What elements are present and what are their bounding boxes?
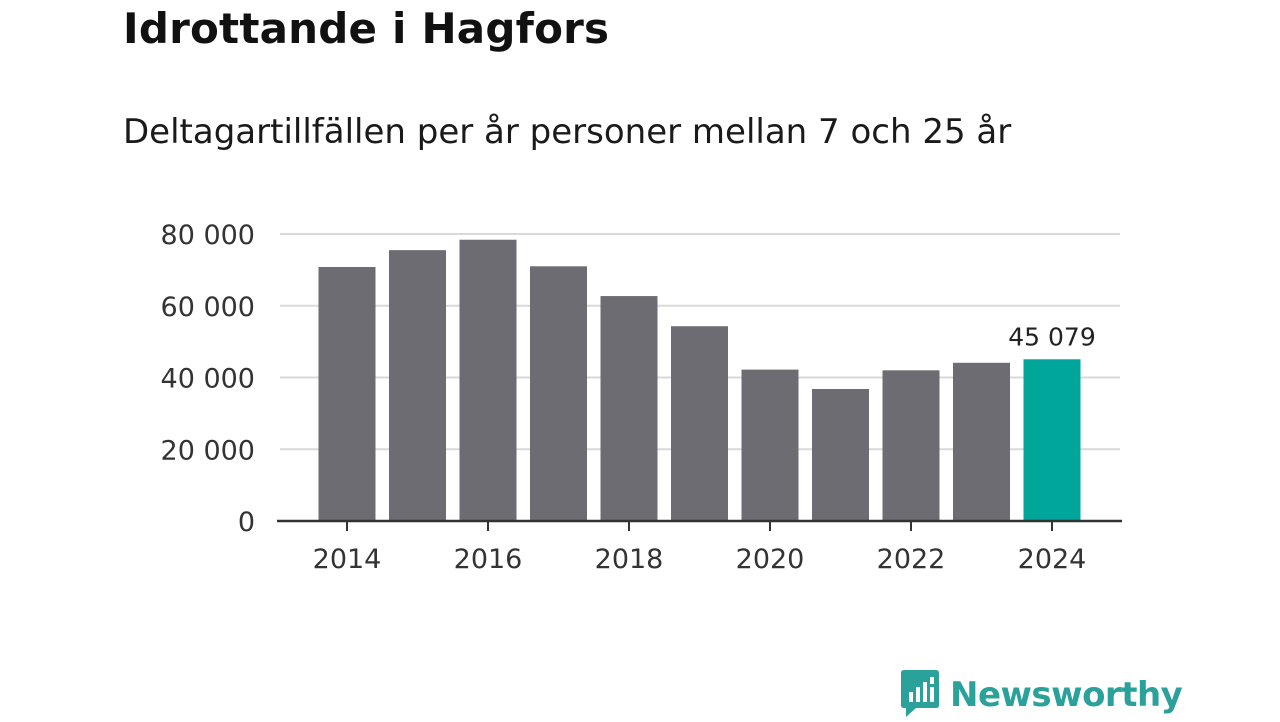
bar-2021 bbox=[812, 388, 869, 521]
x-tick-label: 2018 bbox=[595, 544, 664, 575]
bar-2015 bbox=[389, 250, 446, 522]
bar-2020 bbox=[741, 369, 799, 521]
y-tick-label: 0 bbox=[238, 507, 255, 538]
bar-2014 bbox=[318, 267, 376, 521]
chart-title: Idrottande i Hagfors bbox=[123, 4, 610, 53]
x-tick-label: 2016 bbox=[454, 544, 523, 575]
y-tick-label: 80 000 bbox=[161, 220, 255, 251]
brand-name: Newsworthy bbox=[950, 675, 1183, 715]
bar-2024 bbox=[1023, 359, 1081, 521]
x-tick-label: 2024 bbox=[1018, 544, 1087, 575]
x-tick-label: 2014 bbox=[313, 544, 382, 575]
newsworthy-logo: Newsworthy bbox=[900, 668, 1183, 722]
x-tick-label: 2022 bbox=[877, 544, 946, 575]
bar-chart: 0 20 000 40 000 60 000 80 000 2014 2016 2018 202… bbox=[161, 220, 1122, 575]
bar-2019 bbox=[671, 326, 728, 521]
bar-2023 bbox=[953, 362, 1010, 521]
x-tick-label: 2020 bbox=[736, 544, 805, 575]
chart-speech-bubble-icon bbox=[900, 668, 940, 722]
y-tick-label: 60 000 bbox=[161, 292, 255, 323]
data-label: 45 079 bbox=[1008, 322, 1095, 351]
bar-2022 bbox=[882, 370, 940, 521]
bar-2017 bbox=[530, 266, 587, 521]
y-tick-label: 40 000 bbox=[161, 364, 255, 395]
chart-subtitle: Deltagartillfällen per år personer mella… bbox=[123, 112, 1012, 152]
y-tick-label: 20 000 bbox=[161, 435, 255, 466]
bar-2016 bbox=[459, 239, 517, 522]
bar-2018 bbox=[600, 296, 658, 521]
